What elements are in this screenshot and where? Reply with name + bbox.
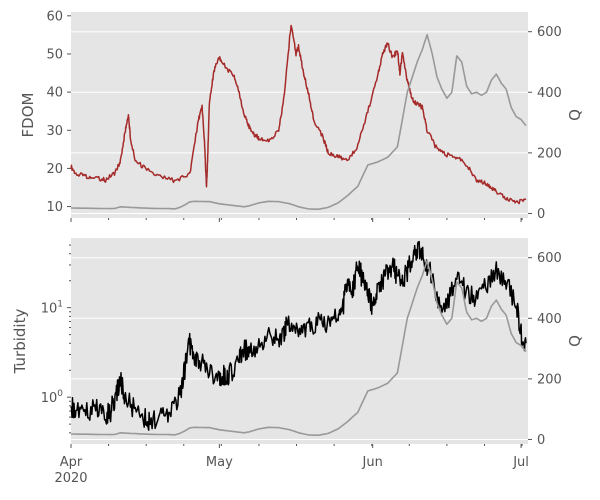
y-tick-label-20: 20 xyxy=(46,162,63,177)
x-tick-label-2: Jun xyxy=(362,455,383,470)
y2-tick-label-600: 600 xyxy=(537,251,562,266)
y2-tick-label-600: 600 xyxy=(537,25,562,40)
y-tick-label-10e1: 101 xyxy=(41,300,63,317)
turbidity-line xyxy=(70,240,527,431)
x-tick-label-3: Jul xyxy=(512,455,529,470)
y2-axis-label-1: Q xyxy=(566,109,584,121)
y2-tick-label-200: 200 xyxy=(537,146,562,161)
x-tick-label-1: May xyxy=(206,455,233,470)
y-tick-label-50: 50 xyxy=(46,47,63,62)
y-tick-label-60: 60 xyxy=(46,9,63,24)
q-line-top xyxy=(70,33,527,210)
plot-area-2 xyxy=(71,238,528,444)
y2-tick-label-400: 400 xyxy=(537,312,562,327)
y2-tick-label-0: 0 xyxy=(537,207,545,222)
y-tick-label-10e0: 100 xyxy=(41,389,64,406)
y-tick-label-10: 10 xyxy=(46,200,63,215)
y2-tick-label-0: 0 xyxy=(537,433,545,448)
plot-area-1 xyxy=(71,12,528,218)
fdom-line xyxy=(70,24,527,205)
y-axis-label-2: Turbidity xyxy=(11,309,29,375)
y-tick-label-30: 30 xyxy=(46,124,63,139)
x-tick-label-0: Apr 2020 xyxy=(54,455,87,486)
y2-tick-label-400: 400 xyxy=(537,86,562,101)
y2-tick-label-200: 200 xyxy=(537,372,562,387)
y2-axis-label-2: Q xyxy=(566,335,584,347)
q-line-bottom xyxy=(70,259,527,437)
y-axis-label-1: FDOM xyxy=(19,93,37,138)
y-tick-label-40: 40 xyxy=(46,86,63,101)
